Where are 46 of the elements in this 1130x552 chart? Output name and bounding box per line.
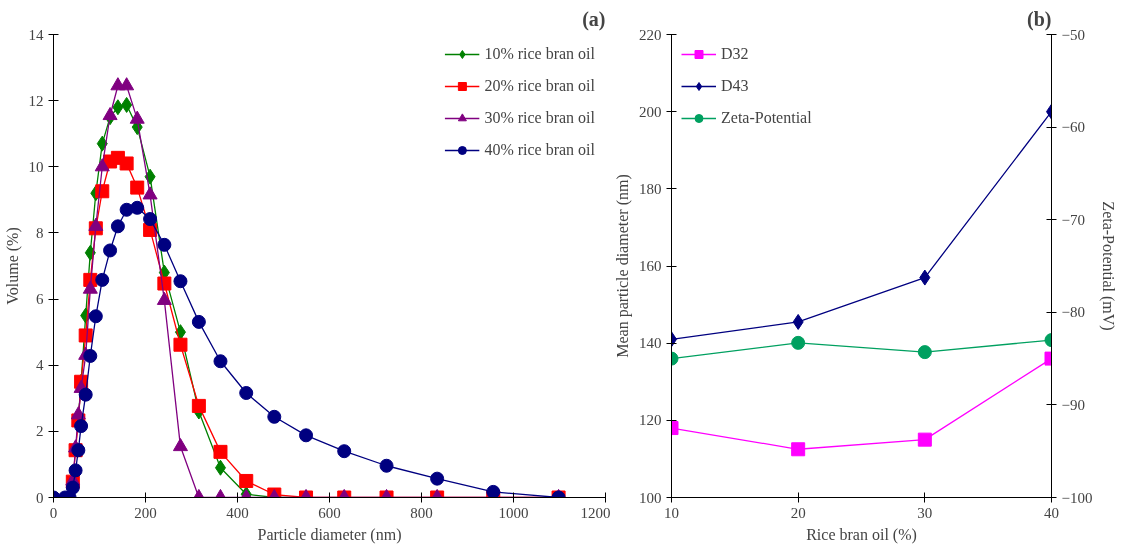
x-tick-label: 1000 [498,504,529,521]
chart-title: (b) [1027,7,1052,31]
y2-tick-label: −90 [1061,396,1085,413]
x-tick-label: 10 [664,504,679,521]
legend-label: Zeta-Potential [721,109,812,127]
y-tick-label: 100 [639,489,662,506]
x-tick-label: 800 [410,504,433,521]
y2-tick-label: −100 [1061,489,1093,506]
y-tick-label: 0 [36,489,44,506]
y2-tick-label: −50 [1061,26,1085,43]
legend-label: 20% rice bran oil [484,77,595,95]
y-tick-label: 12 [28,92,44,109]
x-tick-label: 1200 [580,504,611,521]
y-tick-label: 10 [28,158,44,175]
y2-tick-label: −70 [1061,211,1085,228]
y-tick-label: 160 [639,258,662,274]
y-tick-label: 220 [639,26,662,43]
y-tick-label: 2 [36,423,44,440]
y-axis-title: Volume (%) [3,227,22,305]
legend-label: D43 [721,77,749,95]
x-tick-label: 600 [318,504,341,521]
x-tick-label: 400 [226,504,249,521]
y-tick-label: 14 [28,26,44,43]
y-axis-title: Mean particle diameter (nm) [614,174,632,358]
x-axis-title: Rice bran oil (%) [806,525,917,544]
chart-title: (a) [582,7,606,31]
legend-label: D32 [721,45,749,63]
x-tick-label: 0 [49,504,58,521]
x-tick-label: 20 [790,504,806,521]
y-tick-label: 8 [36,224,44,241]
x-tick-label: 200 [134,504,157,521]
y2-axis-title: Zeta-Potential (mV) [1099,201,1118,331]
y-tick-label: 200 [639,103,662,120]
y2-tick-label: −60 [1061,119,1085,136]
x-tick-label: 40 [1044,504,1059,521]
y-tick-label: 4 [36,357,44,374]
legend-label: 30% rice bran oil [484,109,595,127]
y2-tick-label: −80 [1061,304,1085,321]
legend-label: 10% rice bran oil [484,45,595,63]
legend-label: 40% rice bran oil [484,141,595,159]
x-tick-label: 30 [917,504,933,521]
x-axis-title: Particle diameter (nm) [257,525,402,544]
y-tick-label: 140 [639,335,662,352]
y-tick-label: 6 [36,291,44,308]
y-tick-label: 180 [639,180,662,197]
y-tick-label: 120 [639,412,662,429]
